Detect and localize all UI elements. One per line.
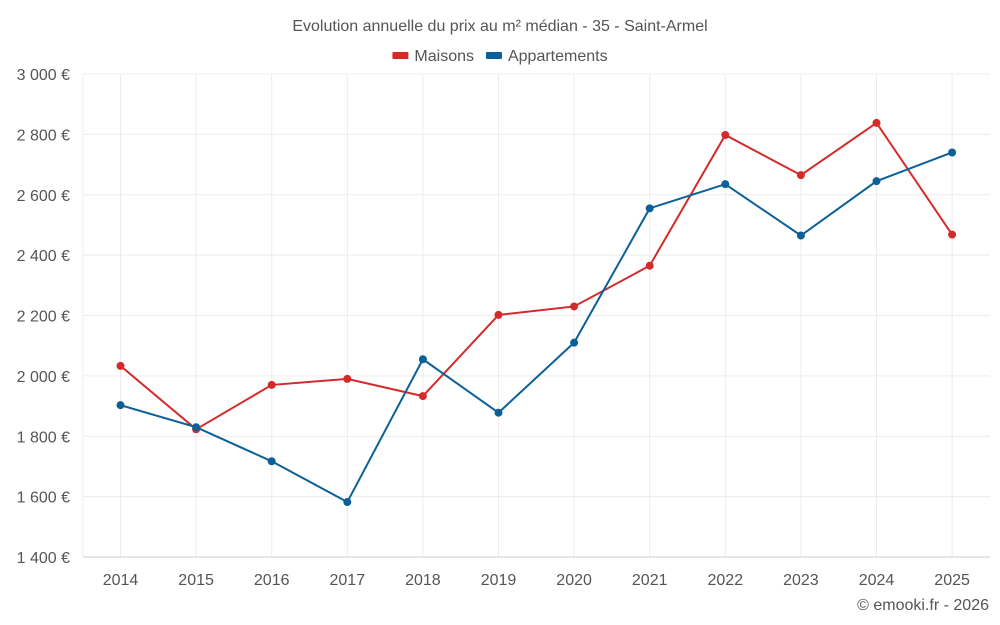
x-tick-label: 2024: [859, 572, 895, 589]
y-tick-label: 1 800 €: [17, 429, 70, 446]
x-tick-label: 2016: [254, 572, 290, 589]
credit-text: © emooki.fr - 2026: [857, 597, 989, 614]
data-point: [796, 231, 805, 240]
x-tick-label: 2020: [556, 572, 592, 589]
data-point: [796, 171, 805, 180]
x-tick-label: 2023: [783, 572, 819, 589]
legend-item[interactable]: Maisons: [392, 48, 474, 65]
x-tick-label: 2021: [632, 572, 668, 589]
data-point: [645, 204, 654, 213]
data-point: [267, 457, 276, 466]
grid: [82, 73, 990, 558]
data-point: [570, 338, 579, 347]
x-tick-label: 2014: [103, 572, 139, 589]
data-point: [343, 498, 352, 507]
data-point: [192, 423, 201, 432]
y-tick-label: 2 400 €: [17, 248, 70, 265]
x-tick-label: 2017: [330, 572, 366, 589]
series-line: [119, 121, 953, 431]
series-maisons: [116, 118, 957, 434]
series-line: [120, 151, 953, 504]
data-point: [343, 374, 352, 383]
data-point: [116, 401, 125, 410]
data-point: [494, 310, 503, 319]
x-tick-label: 2018: [405, 572, 441, 589]
legend-item[interactable]: Appartements: [485, 48, 608, 65]
x-axis: 2014 2015 2016 2017 2018 2019 2020 2021 2022 2023…: [103, 572, 970, 589]
data-point: [948, 148, 957, 157]
y-tick-label: 1 400 €: [17, 550, 70, 567]
data-point: [645, 261, 654, 270]
legend: Maisons Appartements: [392, 48, 608, 65]
legend-swatch: [392, 52, 409, 59]
data-point: [418, 355, 427, 364]
y-axis: 1 400 € 1 600 € 1 800 € 2 000 € 2 200 € 2 400…: [17, 67, 70, 567]
data-point: [872, 118, 881, 127]
x-tick-label: 2025: [934, 572, 970, 589]
y-tick-label: 3 000 €: [17, 67, 70, 84]
data-point: [721, 180, 730, 189]
legend-label: Maisons: [414, 48, 474, 65]
y-tick-label: 2 600 €: [17, 188, 70, 205]
data-point: [872, 177, 881, 186]
x-tick-label: 2022: [708, 572, 744, 589]
data-point: [418, 392, 427, 401]
legend-swatch: [485, 52, 502, 59]
y-tick-label: 2 000 €: [17, 369, 70, 386]
chart-title: Evolution annuelle du prix au m² médian …: [292, 18, 707, 35]
legend-label: Appartements: [508, 48, 608, 65]
data-point: [494, 408, 503, 417]
series-group: [116, 118, 957, 507]
y-tick-label: 1 600 €: [17, 490, 70, 507]
data-point: [948, 230, 957, 239]
x-tick-label: 2015: [178, 572, 214, 589]
data-point: [570, 302, 579, 311]
data-point: [721, 130, 730, 139]
series-appartements: [116, 148, 957, 507]
y-tick-label: 2 200 €: [17, 309, 70, 326]
y-tick-label: 2 800 €: [17, 127, 70, 144]
x-tick-label: 2019: [481, 572, 517, 589]
data-point: [267, 380, 276, 389]
data-point: [116, 361, 125, 370]
